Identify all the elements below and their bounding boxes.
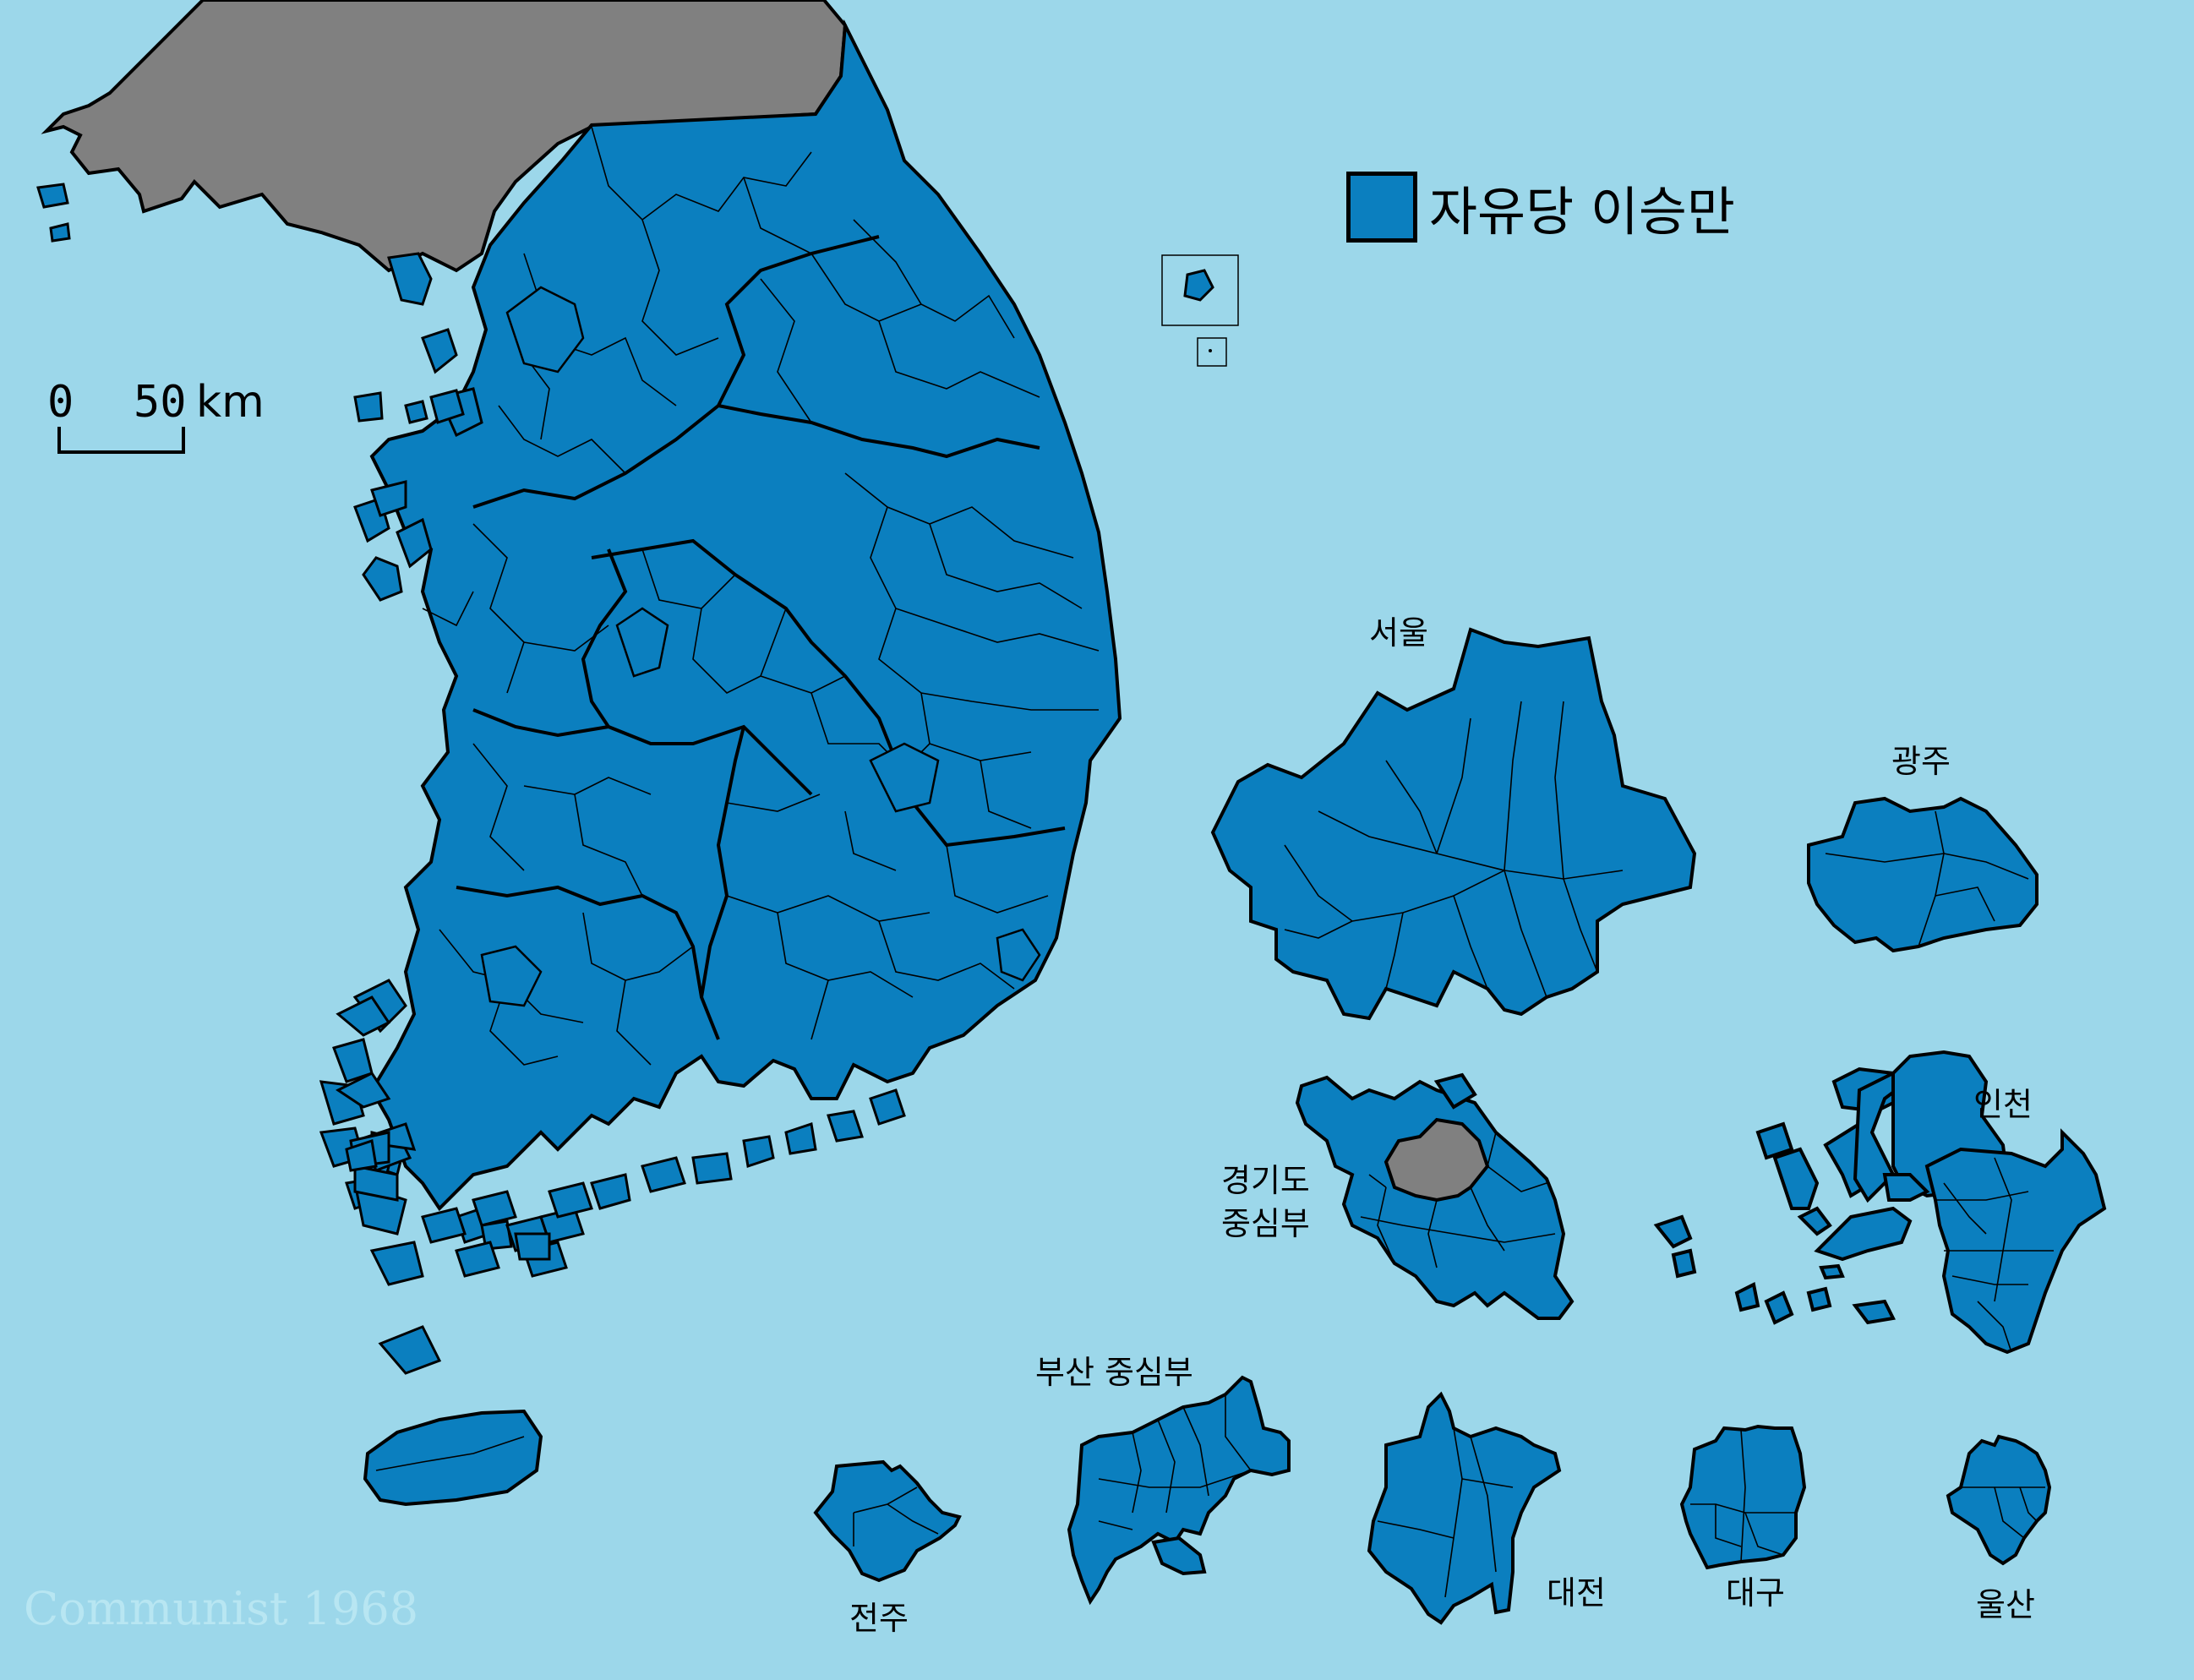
daegu-inset-districts	[1690, 1429, 1796, 1563]
legend-swatch	[1346, 172, 1417, 243]
legend: 자유당 이승만	[1346, 169, 1735, 245]
scale-bar	[57, 427, 185, 454]
seoul-inset-districts	[1284, 701, 1624, 998]
jeju-island	[363, 1409, 543, 1507]
label-gyeonggi: 경기도 중심부	[1221, 1159, 1310, 1246]
label-jeonju: 전주	[849, 1600, 909, 1637]
gyeonggi-inset-districts	[1360, 1132, 1556, 1268]
jeonju-inset-map	[813, 1459, 962, 1583]
ulleungdo-island	[1183, 269, 1214, 302]
gyeonggi-inset-islands	[1433, 1072, 1477, 1110]
daejeon-inset-map	[1367, 1391, 1562, 1625]
western-islands	[319, 252, 906, 1375]
incheon-inset-districts	[1935, 1157, 2054, 1353]
label-busan: 부산 중심부	[1035, 1354, 1193, 1391]
legend-label: 자유당 이승만	[1429, 181, 1735, 243]
label-daejeon: 대전	[1547, 1574, 1606, 1612]
dokdo-islet	[1209, 349, 1212, 352]
label-gyeonggi-line2: 중심부	[1221, 1205, 1310, 1243]
dokdo-inset-frame	[1197, 337, 1227, 367]
busan-inset-map	[1067, 1375, 1291, 1606]
label-gwangju: 광주	[1891, 743, 1951, 780]
scale-zero: 0	[47, 377, 74, 428]
jeonju-inset-districts	[853, 1486, 939, 1546]
busan-inset-districts	[1098, 1394, 1252, 1530]
daejeon-inset-districts	[1377, 1427, 1514, 1598]
scale-unit: km	[196, 377, 265, 428]
busan-inset-island	[1151, 1535, 1207, 1576]
label-gyeonggi-line1: 경기도	[1221, 1162, 1310, 1199]
ulleungdo-inset-frame	[1161, 254, 1239, 326]
label-ulsan: 울산	[1976, 1586, 2035, 1623]
incheon-inset-map	[1653, 1050, 2107, 1355]
label-seoul: 서울	[1369, 614, 1428, 652]
watermark: Communist 1968	[24, 1582, 419, 1635]
scale-fifty: 50	[134, 377, 187, 428]
gwangju-inset-districts	[1825, 810, 2029, 947]
seoul-inset-map	[1210, 627, 1697, 1021]
gwangju-inset-map	[1807, 796, 2038, 953]
daegu-inset-map	[1679, 1424, 1807, 1570]
label-incheon: 인천	[1973, 1086, 2033, 1123]
province-borders	[456, 235, 1066, 1040]
ulsan-inset-map	[1946, 1434, 2052, 1566]
ulsan-inset-districts	[1961, 1486, 2045, 1539]
label-daegu: 대구	[1726, 1574, 1785, 1612]
mainland-city-enclaves	[480, 286, 1041, 1007]
jeju-internal-border	[375, 1436, 525, 1471]
northwest-islands	[36, 183, 465, 424]
